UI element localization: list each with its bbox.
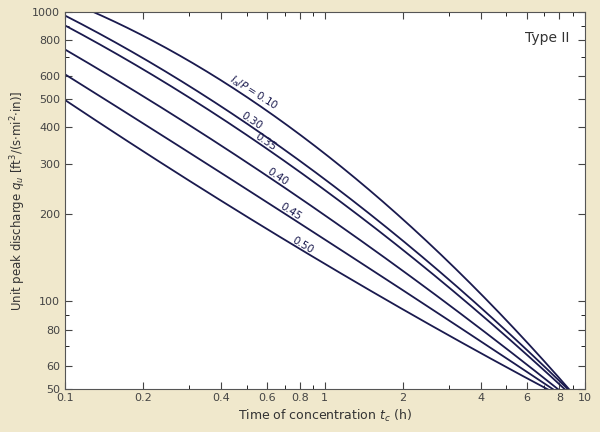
X-axis label: Time of concentration $t_c$ (h): Time of concentration $t_c$ (h): [238, 407, 412, 424]
Text: 0.50: 0.50: [291, 235, 316, 255]
Text: $I_a/P = 0.10$: $I_a/P = 0.10$: [227, 73, 281, 113]
Text: 0.35: 0.35: [253, 131, 278, 152]
Text: 0.40: 0.40: [265, 166, 290, 187]
Y-axis label: Unit peak discharge $q_u$ [ft$^3$/(s$\cdot$mi$^2$$\cdot$in)]: Unit peak discharge $q_u$ [ft$^3$/(s$\cd…: [8, 90, 28, 311]
Text: 0.30: 0.30: [239, 111, 265, 131]
Text: 0.45: 0.45: [278, 201, 303, 222]
Text: Type II: Type II: [525, 31, 569, 45]
